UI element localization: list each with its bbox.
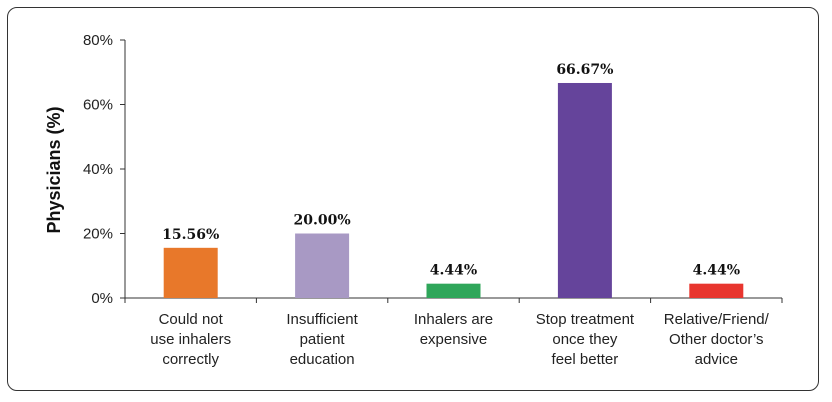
category-label: Stop treatment once they feel better (536, 311, 635, 368)
data-labels: 15.56% 20.00% 4.44% 66.67% 4.44% (162, 62, 740, 279)
bars (163, 82, 744, 298)
chart-frame (7, 7, 819, 391)
category-label-line: feel better (552, 351, 619, 368)
bar (163, 247, 218, 298)
y-tick-label: 40% (83, 161, 113, 178)
data-label: 15.56% (162, 227, 219, 243)
category-label-line: Other doctor’s (669, 331, 764, 348)
y-axis-label: Physicians (%) (44, 106, 64, 233)
category-label-line: Could not (159, 311, 224, 328)
bar (557, 82, 612, 298)
category-label: Relative/Friend/Other doctor’s advice (664, 311, 770, 368)
category-label-line: once they (552, 331, 618, 348)
category-label-line: Relative/Friend/ (664, 311, 770, 328)
category-label-line: advice (695, 351, 738, 368)
category-label-line: Inhalers are (414, 311, 493, 328)
category-label-line: correctly (162, 351, 219, 368)
category-label-line: patient (300, 331, 346, 348)
data-label: 4.44% (693, 263, 740, 279)
category-label-line: Insufficient (286, 311, 358, 328)
y-tick-label: 0% (91, 290, 113, 307)
y-tick-label: 80% (83, 32, 113, 49)
category-label-line: education (290, 351, 355, 368)
category-label: Inhalers are expensive (414, 311, 493, 348)
category-label: Insufficient patient education (286, 311, 358, 368)
y-tick-label: 20% (83, 226, 113, 243)
bar (689, 283, 744, 298)
y-tick-label: 60% (83, 97, 113, 114)
data-label: 4.44% (430, 263, 477, 279)
category-label: Could not use inhalers correctly (150, 311, 231, 368)
category-label-line: use inhalers (150, 331, 231, 348)
category-label-line: expensive (420, 331, 488, 348)
category-labels: Could not use inhalers correctly Insufficie… (150, 311, 769, 368)
axes: 0% 20% 40% 60% 80% (83, 32, 783, 307)
category-label-line: Stop treatment (536, 311, 635, 328)
bar (426, 283, 481, 298)
data-label: 20.00% (294, 213, 351, 229)
data-label: 66.67% (556, 62, 613, 78)
bar (295, 233, 350, 298)
